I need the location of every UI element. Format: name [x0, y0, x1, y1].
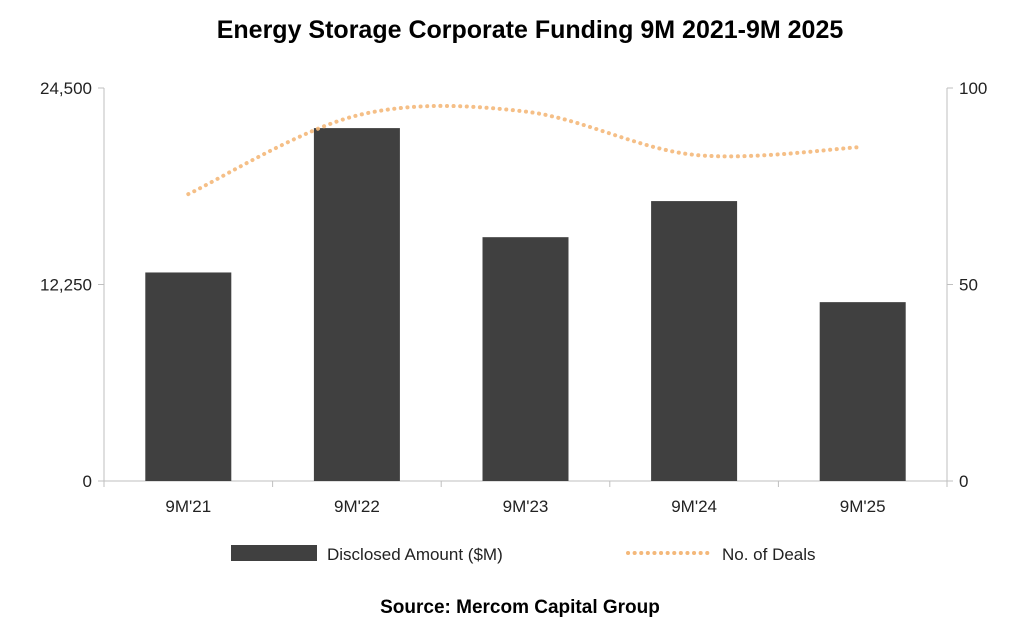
legend-swatch-bar [231, 545, 317, 561]
source-note: Source: Mercom Capital Group [380, 597, 660, 618]
bar [483, 237, 569, 481]
x-tick-label: 9M'22 [334, 497, 380, 516]
left-tick-label: 12,250 [40, 276, 92, 295]
bars [145, 128, 905, 481]
deals-line [188, 106, 863, 194]
legend: Disclosed Amount ($M) No. of Deals [231, 545, 816, 564]
legend-label-line: No. of Deals [722, 545, 816, 564]
x-tick-label: 9M'23 [503, 497, 549, 516]
x-tick-label: 9M'21 [165, 497, 211, 516]
bar [314, 128, 400, 481]
right-tick-label: 100 [959, 79, 987, 98]
x-tick-labels: 9M'21 9M'22 9M'23 9M'24 9M'25 [165, 497, 885, 516]
deals-line-path [188, 106, 862, 194]
bar [145, 272, 231, 481]
bar [651, 201, 737, 481]
x-tick-label: 9M'24 [671, 497, 717, 516]
right-tick-label: 50 [959, 276, 978, 295]
left-tick-label: 0 [83, 472, 92, 491]
left-tick-label: 24,500 [40, 79, 92, 98]
chart-title: Energy Storage Corporate Funding 9M 2021… [217, 16, 844, 44]
bar [820, 302, 906, 481]
x-tick-label: 9M'25 [840, 497, 886, 516]
legend-label-bar: Disclosed Amount ($M) [327, 545, 503, 564]
right-tick-label: 0 [959, 472, 968, 491]
